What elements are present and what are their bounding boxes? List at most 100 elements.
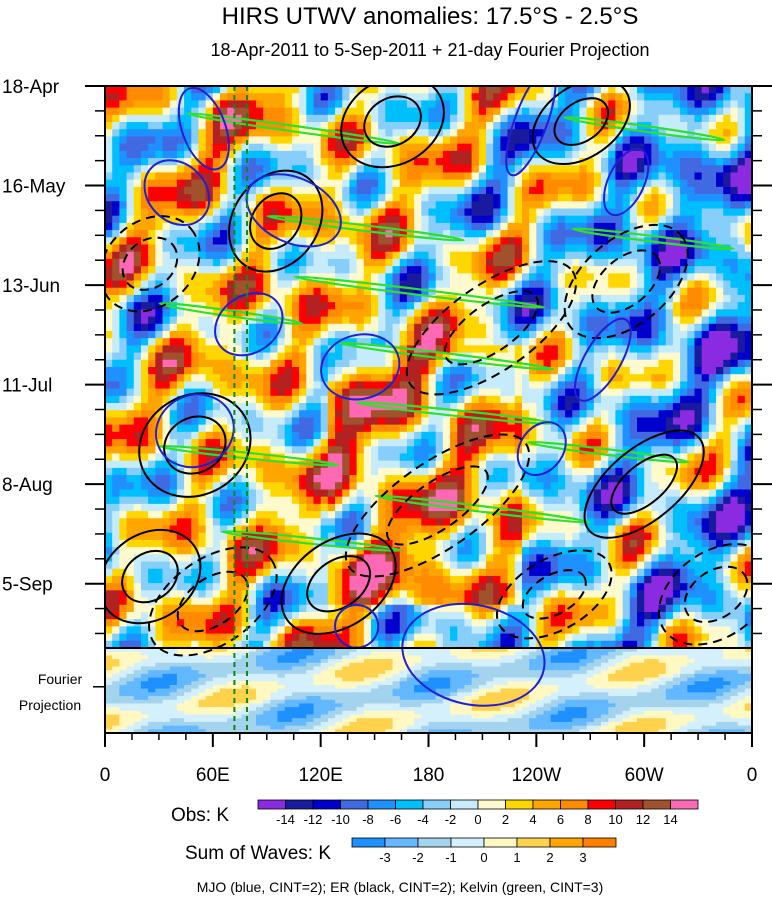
heatmap-cell (672, 410, 681, 419)
heatmap-cell (414, 287, 422, 296)
heatmap-cell (284, 439, 293, 447)
heatmap-cell (306, 172, 315, 181)
heatmap-cell (198, 410, 207, 419)
heatmap-cell (615, 201, 624, 210)
heatmap-cell (291, 280, 300, 289)
heatmap-cell (248, 439, 257, 447)
heatmap-cell (493, 114, 501, 123)
heatmap-cell (730, 165, 739, 174)
heatmap-cell (636, 453, 645, 462)
heatmap-cell (169, 158, 178, 166)
heatmap-cell (550, 208, 559, 217)
heatmap-cell (701, 179, 710, 188)
heatmap-cell (450, 467, 458, 476)
heatmap-cell (227, 208, 235, 217)
heatmap-cell (155, 258, 164, 267)
heatmap-cell (162, 294, 171, 303)
heatmap-cell (105, 222, 113, 231)
heatmap-cell (356, 208, 365, 217)
heatmap-cell (248, 431, 257, 440)
heatmap-cell (133, 251, 142, 260)
heatmap-cell (105, 330, 113, 339)
heatmap-cell (291, 431, 300, 440)
heatmap-cell (536, 345, 545, 354)
heatmap-cell (493, 100, 501, 109)
heatmap-cell (586, 287, 595, 296)
heatmap-cell (270, 323, 279, 332)
heatmap-cell (234, 150, 243, 159)
heatmap-cell (234, 316, 243, 325)
heatmap-cell (442, 194, 451, 202)
heatmap-cell (133, 330, 142, 339)
heatmap-cell (543, 251, 552, 260)
heatmap-cell (414, 107, 422, 116)
heatmap-cell (507, 222, 516, 231)
heatmap-cell (435, 302, 444, 310)
heatmap-cell (399, 208, 408, 217)
heatmap-cell (392, 86, 401, 94)
heatmap-cell (651, 403, 660, 411)
heatmap-cell (255, 208, 264, 217)
heatmap-cell (227, 482, 235, 491)
heatmap-cell (385, 388, 394, 397)
heatmap-cell (507, 179, 516, 188)
heatmap-cell (694, 150, 703, 159)
heatmap-cell (363, 107, 372, 116)
heatmap-cell (744, 439, 752, 447)
heatmap-cell (550, 273, 559, 282)
heatmap-cell (392, 367, 401, 375)
heatmap-cell (299, 150, 307, 159)
heatmap-cell (529, 453, 537, 462)
heatmap-cell (241, 158, 250, 166)
heatmap-cell (277, 201, 286, 210)
heatmap-cell (414, 374, 422, 383)
heatmap-cell (680, 359, 688, 368)
heatmap-cell (651, 302, 660, 310)
heatmap-cell (335, 179, 343, 188)
heatmap-cell (119, 460, 128, 469)
heatmap-cell (457, 460, 466, 469)
heatmap-cell (126, 302, 135, 310)
heatmap-cell (234, 431, 243, 440)
heatmap-cell (636, 352, 645, 361)
heatmap-cell (478, 208, 487, 217)
heatmap-cell (716, 107, 724, 116)
heatmap-cell (349, 294, 358, 303)
heatmap-cell (327, 482, 336, 491)
heatmap-cell (126, 410, 135, 419)
heatmap-cell (363, 266, 372, 274)
heatmap-cell (191, 316, 200, 325)
heatmap-cell (644, 374, 652, 383)
heatmap-cell (291, 208, 300, 217)
heatmap-cell (586, 359, 595, 368)
heatmap-cell (320, 359, 329, 368)
heatmap-cell (622, 467, 631, 476)
heatmap-cell (500, 194, 509, 202)
heatmap-cell (723, 287, 732, 296)
heatmap-cell (126, 352, 135, 361)
heatmap-cell (327, 439, 336, 447)
heatmap-cell (744, 417, 752, 426)
heatmap-cell (119, 158, 128, 166)
heatmap-cell (622, 143, 631, 152)
heatmap-cell (672, 294, 681, 303)
heatmap-cell (708, 330, 717, 339)
heatmap-cell (198, 374, 207, 383)
heatmap-cell (536, 201, 545, 210)
heatmap-cell (615, 114, 624, 123)
heatmap-cell (385, 165, 394, 174)
heatmap-cell (227, 165, 235, 174)
heatmap-cell (399, 410, 408, 419)
heatmap-cell (291, 86, 300, 94)
heatmap-cell (486, 208, 494, 217)
heatmap-cell (744, 165, 752, 174)
heatmap-cell (277, 359, 286, 368)
heatmap-cell (486, 100, 494, 109)
heatmap-cell (493, 330, 501, 339)
heatmap-cell (557, 439, 566, 447)
heatmap-cell (335, 186, 343, 195)
heatmap-cell (155, 194, 164, 202)
heatmap-cell (615, 222, 624, 231)
heatmap-cell (550, 374, 559, 383)
heatmap-cell (730, 287, 739, 296)
